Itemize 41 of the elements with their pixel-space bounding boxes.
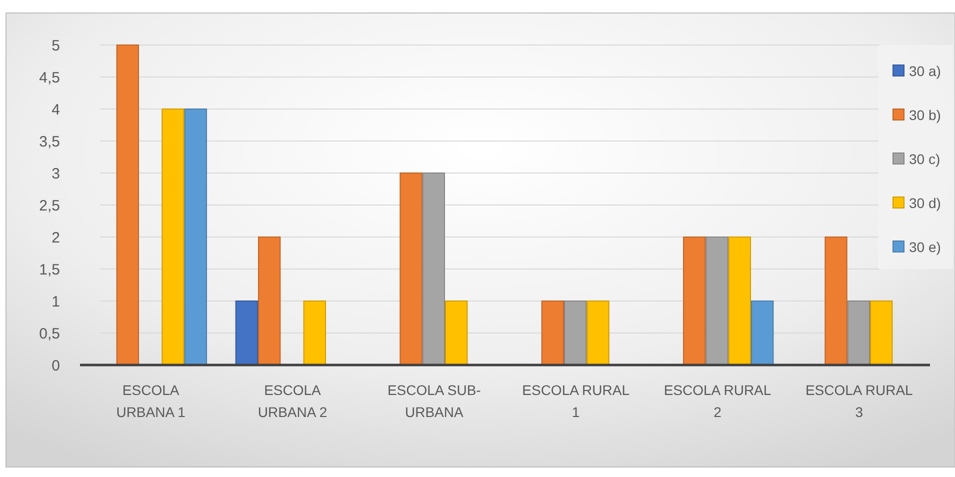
bar [683,236,706,366]
legend-label: 30 a) [909,62,941,79]
bar [422,172,445,366]
x-tick-label: ESCOLA RURAL 2 [664,382,772,420]
bar [586,300,610,366]
legend-label: 30 e) [909,238,941,255]
bar [162,108,184,366]
y-tick-label: 1 [52,293,60,310]
x-tick-label: ESCOLA RURAL 3 [805,382,914,420]
legend-label: 30 b) [909,106,941,123]
legend-label: 30 c) [909,150,940,167]
y-tick-label: 2,5 [39,197,60,214]
bar [824,236,848,366]
bar [870,300,893,366]
bar [235,300,258,366]
y-tick-label: 3 [52,165,60,182]
bar [400,172,422,366]
y-tick-label: 4 [52,101,60,118]
x-tick-label: ESCOLA RURAL 1 [522,382,630,420]
y-tick-label: 4,5 [39,69,60,86]
bar [728,236,751,366]
y-tick-label: 2 [52,229,60,246]
bar [564,300,587,366]
y-tick-label: 0 [52,357,60,374]
bar [847,300,870,366]
x-tick-label: ESCOLA URBANA 2 [258,382,328,420]
x-tick-label: ESCOLA SUB-URBANA [387,382,482,420]
x-tick-label: ESCOLA URBANA 1 [116,382,186,420]
bar [258,236,281,366]
bar [751,300,774,366]
bar [116,44,139,366]
y-tick-label: 5 [52,37,60,54]
bar [184,108,207,366]
bar [445,300,468,366]
bar [541,300,564,366]
y-tick-label: 0,5 [39,325,60,342]
y-tick-label: 3,5 [39,133,60,150]
y-tick-label: 1,5 [39,261,60,278]
bar [303,300,326,366]
legend-label: 30 d) [909,194,941,211]
bar [706,236,728,366]
